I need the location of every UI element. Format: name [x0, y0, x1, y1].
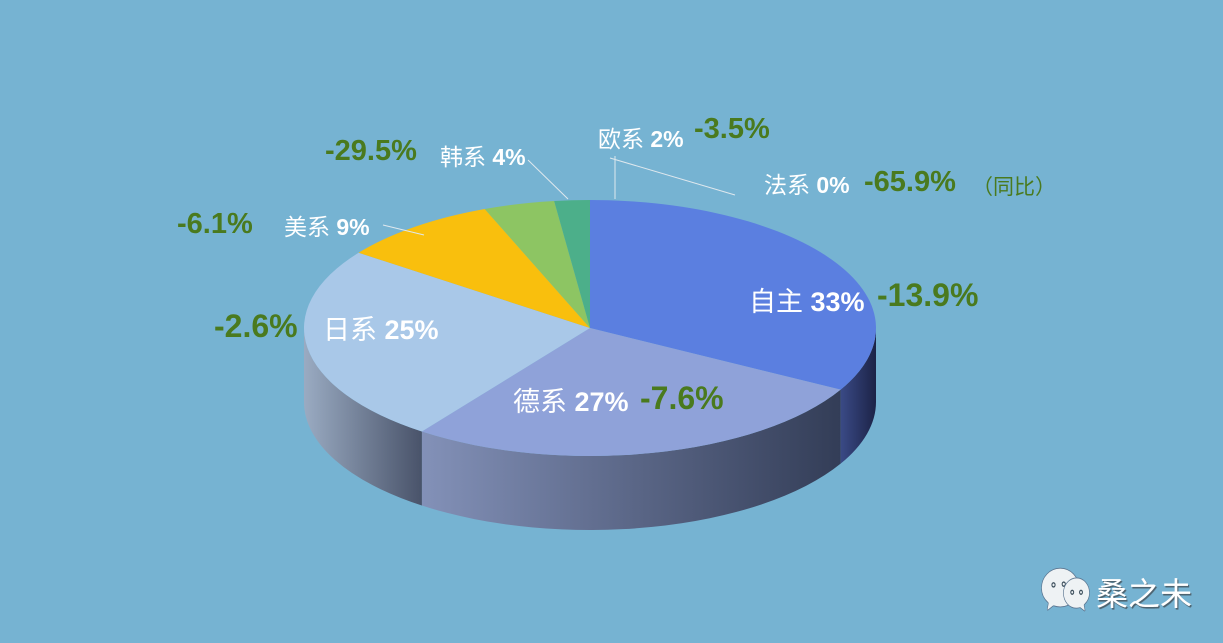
svg-text:桑之未: 桑之未: [1096, 576, 1192, 612]
